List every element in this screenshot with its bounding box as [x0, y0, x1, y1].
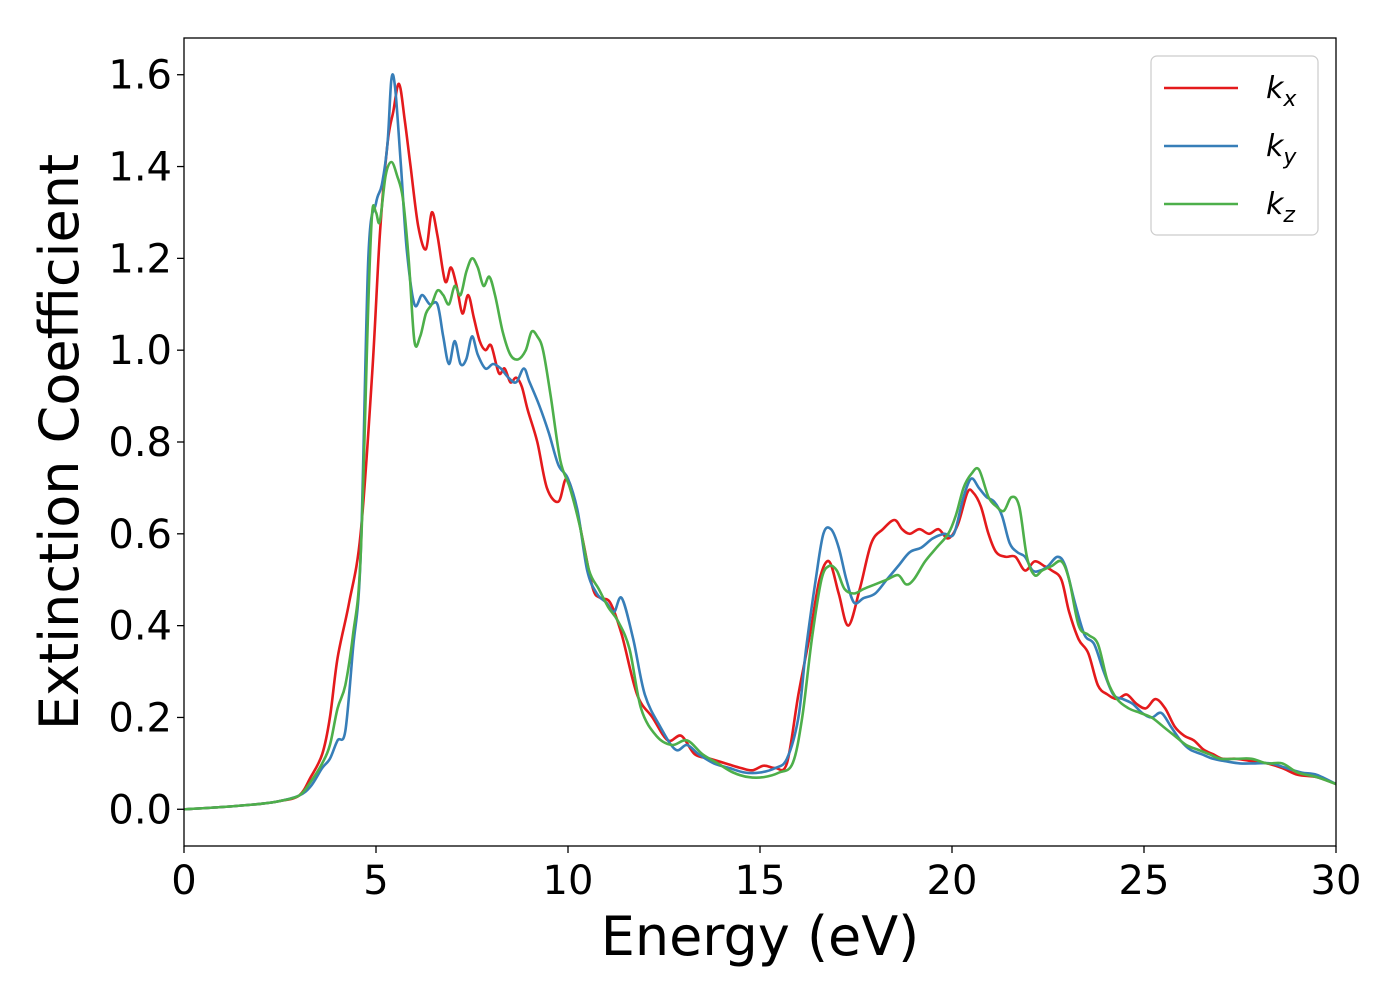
series-line-kx [184, 82, 1336, 811]
legend-label-main: k [1266, 71, 1285, 106]
x-tick-label: 30 [1311, 858, 1362, 904]
series-line-kz [184, 160, 1336, 811]
x-tick-label: 15 [735, 858, 786, 904]
y-tick-label: 1.2 [108, 236, 172, 282]
y-tick-label: 0.8 [108, 420, 172, 466]
y-tick-label: 1.6 [108, 53, 172, 99]
x-tick-label: 0 [171, 858, 196, 904]
x-axis-ticks: 0 5 10 15 20 25 30 [171, 846, 1361, 904]
y-tick-label: 0.2 [108, 695, 172, 741]
legend-label-kz: kz [1266, 187, 1295, 228]
legend-label-ky: ky [1266, 129, 1297, 170]
y-axis-ticks: 0.0 0.2 0.4 0.6 0.8 1.0 1.2 1.4 1.6 [108, 53, 184, 833]
legend-label-kx: kx [1266, 71, 1297, 112]
y-tick-label: 0.6 [108, 512, 172, 558]
legend-label-subscript: y [1282, 145, 1297, 170]
y-tick-label: 0.0 [108, 787, 172, 833]
x-tick-label: 5 [363, 858, 388, 904]
legend-label-subscript: z [1282, 203, 1295, 228]
x-tick-label: 20 [927, 858, 978, 904]
y-tick-label: 1.4 [108, 145, 172, 191]
y-axis-title: Extinction Coefficient [28, 154, 91, 730]
legend-label-main: k [1266, 129, 1285, 164]
x-tick-label: 10 [543, 858, 594, 904]
legend-label-main: k [1266, 187, 1285, 222]
y-tick-label: 1.0 [108, 328, 172, 374]
plot-lines [184, 73, 1336, 811]
series-line-ky [184, 73, 1336, 811]
y-tick-label: 0.4 [108, 604, 172, 650]
x-tick-label: 25 [1119, 858, 1170, 904]
legend-label-subscript: x [1282, 87, 1297, 112]
x-axis-title: Energy (eV) [601, 905, 920, 968]
